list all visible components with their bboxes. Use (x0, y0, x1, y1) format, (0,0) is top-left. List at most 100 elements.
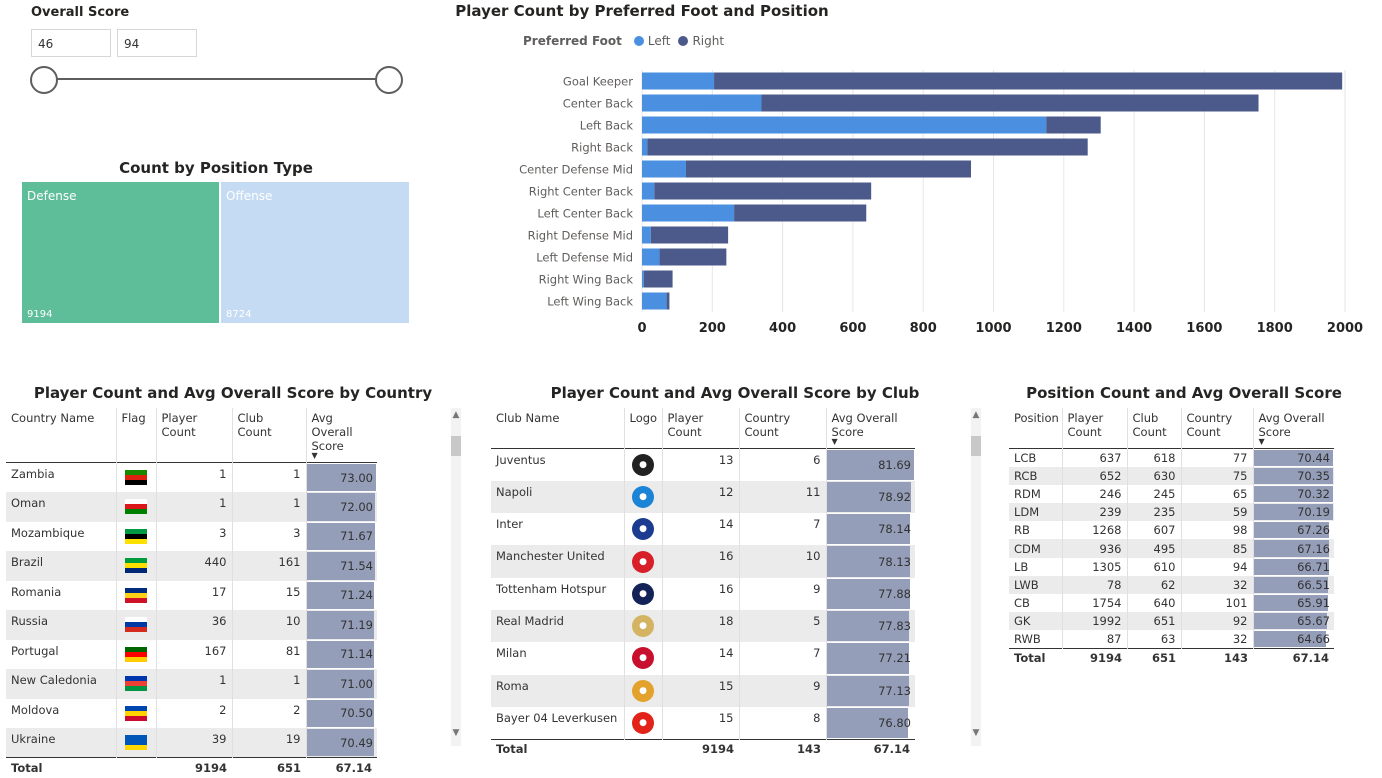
scroll-down-icon[interactable]: ▼ (972, 728, 980, 738)
legend-left-label[interactable]: Left (647, 34, 671, 48)
table-row[interactable]: Mozambique 3 3 71.67 (6, 521, 377, 551)
col-header-player-count[interactable]: Player Count (662, 408, 740, 449)
total-player-count: 9194 (1089, 650, 1122, 665)
bar-left-right-center-back[interactable] (642, 182, 655, 200)
table-row[interactable]: Portugal 167 81 71.14 (6, 639, 377, 669)
table-row[interactable]: Napoli ● 12 11 78.92 (491, 480, 915, 514)
table-row[interactable]: Zambia 1 1 73.00 (6, 462, 377, 492)
table-row[interactable]: Juventus ● 13 6 81.69 (491, 448, 915, 481)
table-row[interactable]: RDM 246 245 65 70.32 (1009, 484, 1334, 504)
bar-right-left-center-back[interactable] (734, 204, 867, 222)
bar-left-goal-keeper[interactable] (642, 72, 715, 90)
club-count-cell: 495 (1127, 539, 1182, 558)
club-crest-icon: ● (632, 711, 654, 734)
table-row[interactable]: Russia 36 10 71.19 (6, 610, 377, 640)
bar-left-center-back[interactable] (642, 94, 762, 112)
table-row[interactable]: New Caledonia 1 1 71.00 (6, 669, 377, 699)
col-header-avg-score[interactable]: Avg Overall Score ▼ (826, 408, 915, 449)
avg-score-bar (307, 522, 375, 550)
bar-right-left-back[interactable] (1046, 116, 1101, 134)
scroll-up-icon[interactable]: ▲ (452, 410, 460, 420)
player-count-cell: 15 (662, 674, 740, 707)
table-row[interactable]: Moldova 2 2 70.50 (6, 698, 377, 728)
bar-right-right-wing-back[interactable] (643, 270, 673, 288)
table-row[interactable]: Manchester United ● 16 10 78.13 (491, 545, 915, 578)
table-row[interactable]: Brazil 440 161 71.54 (6, 551, 377, 581)
bar-right-right-back[interactable] (647, 138, 1088, 156)
table-row[interactable]: RCB 652 630 75 70.35 (1009, 466, 1334, 485)
scroll-up-icon[interactable]: ▲ (972, 410, 980, 420)
table-row[interactable]: RWB 87 63 32 64.66 (1009, 630, 1334, 649)
bar-left-left-wing-back[interactable] (642, 292, 667, 310)
slicer-min-handle[interactable] (30, 66, 58, 94)
scroll-thumb[interactable] (971, 436, 981, 456)
bar-right-goal-keeper[interactable] (714, 72, 1343, 90)
col-header-avg-score[interactable]: Avg Overall Score ▼ (1253, 408, 1334, 449)
treemap-cell-offense[interactable]: Offense 8724 (221, 182, 409, 323)
table-row[interactable]: Bayer 04 Leverkusen ● 15 8 76.80 (491, 706, 915, 740)
col-header-country-count[interactable]: Country Count (739, 408, 827, 449)
table-row[interactable]: Oman 1 1 72.00 (6, 492, 377, 522)
table-row[interactable]: Inter ● 14 7 78.14 (491, 513, 915, 546)
position-cell: CB (1009, 594, 1063, 613)
legend-right-label[interactable]: Right (692, 34, 725, 48)
bar-right-left-wing-back[interactable] (666, 292, 670, 310)
table-row[interactable]: Real Madrid ● 18 5 77.83 (491, 609, 915, 643)
club-table-scrollbar[interactable]: ▲ ▼ (971, 408, 981, 746)
table-row[interactable]: LB 1305 610 94 66.71 (1009, 557, 1334, 576)
table-row[interactable]: LWB 78 62 32 66.51 (1009, 575, 1334, 594)
col-header-logo[interactable]: Logo (624, 408, 663, 449)
avg-score-bar (1254, 522, 1330, 539)
bar-left-left-defense-mid[interactable] (642, 248, 660, 266)
table-row[interactable]: CDM 936 495 85 67.16 (1009, 539, 1334, 558)
player-count-cell: 1 (156, 492, 233, 522)
position-cell: CDM (1009, 539, 1063, 558)
avg-score-bar (827, 707, 909, 738)
col-header-player-count[interactable]: Player Count (1062, 408, 1128, 449)
slicer-max-input[interactable]: 94 (117, 29, 197, 57)
position-cell: RDM (1009, 484, 1063, 504)
scroll-thumb[interactable] (451, 436, 461, 456)
table-row[interactable]: CB 1754 640 101 65.91 (1009, 594, 1334, 613)
avg-score-bar (307, 670, 375, 698)
bar-right-right-defense-mid[interactable] (650, 226, 729, 244)
treemap-cell-defense[interactable]: Defense 9194 (22, 182, 219, 323)
table-row[interactable]: Milan ● 14 7 77.21 (491, 642, 915, 675)
table-row[interactable]: GK 1992 651 92 65.67 (1009, 612, 1334, 631)
scroll-down-icon[interactable]: ▼ (452, 728, 460, 738)
bar-left-center-defense-mid[interactable] (642, 160, 686, 178)
treemap-title: Count by Position Type (119, 159, 313, 177)
bar-left-left-center-back[interactable] (642, 204, 735, 222)
col-header-player-count[interactable]: Player Count (156, 408, 233, 463)
table-row[interactable]: LDM 239 235 59 70.19 (1009, 503, 1334, 522)
col-header-country-count[interactable]: Country Count (1181, 408, 1254, 449)
table-row[interactable]: Tottenham Hotspur ● 16 9 77.88 (491, 577, 915, 610)
avg-score-cell: 70.49 (305, 728, 377, 758)
bar-left-right-wing-back[interactable] (642, 270, 644, 288)
col-header-flag[interactable]: Flag (116, 408, 157, 463)
col-header-club-name[interactable]: Club Name (491, 408, 625, 449)
slicer-track[interactable] (44, 78, 389, 80)
bar-left-right-defense-mid[interactable] (642, 226, 651, 244)
table-row[interactable]: Roma ● 15 9 77.13 (491, 674, 915, 707)
x-tick-label: 1400 (1116, 321, 1152, 336)
bar-left-right-back[interactable] (642, 138, 648, 156)
col-header-country-name[interactable]: Country Name (6, 408, 117, 463)
bar-left-left-back[interactable] (642, 116, 1047, 134)
table-row[interactable]: RB 1268 607 98 67.26 (1009, 521, 1334, 540)
table-row[interactable]: LCB 637 618 77 70.44 (1009, 448, 1334, 467)
club-count-cell: 161 (232, 551, 307, 581)
slicer-min-input[interactable]: 46 (31, 29, 111, 57)
bar-right-center-defense-mid[interactable] (685, 160, 972, 178)
country-table-scrollbar[interactable]: ▲ ▼ (451, 408, 461, 746)
col-header-avg-score[interactable]: Avg Overall Score ▼ (306, 408, 377, 463)
col-header-club-count[interactable]: Club Count (1127, 408, 1182, 449)
slicer-max-handle[interactable] (375, 66, 403, 94)
table-row[interactable]: Romania 17 15 71.24 (6, 580, 377, 610)
table-row[interactable]: Ukraine 39 19 70.49 (6, 728, 377, 758)
bar-right-right-center-back[interactable] (654, 182, 872, 200)
col-header-position[interactable]: Position (1009, 408, 1063, 449)
bar-right-center-back[interactable] (761, 94, 1259, 112)
col-header-club-count[interactable]: Club Count (232, 408, 307, 463)
bar-right-left-defense-mid[interactable] (659, 248, 727, 266)
